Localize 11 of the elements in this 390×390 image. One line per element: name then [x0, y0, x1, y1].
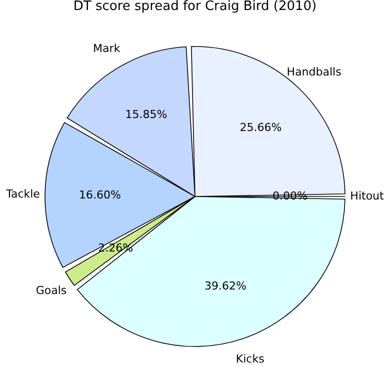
slice-label: Handballs [286, 65, 342, 78]
data-label: 16.60% [79, 188, 121, 202]
data-label: 15.85% [125, 108, 168, 121]
data-label: 39.62% [204, 279, 246, 292]
category-label: Hitout [350, 190, 384, 202]
slice-label: Kicks [236, 352, 265, 366]
data-label: 25.66% [240, 120, 282, 134]
slice-label: Mark [93, 42, 121, 55]
slice-label: Goals [36, 284, 67, 297]
chart-title: DT score spread for Craig Bird (2010) [73, 0, 317, 14]
slice-label: Tackle [5, 188, 40, 200]
